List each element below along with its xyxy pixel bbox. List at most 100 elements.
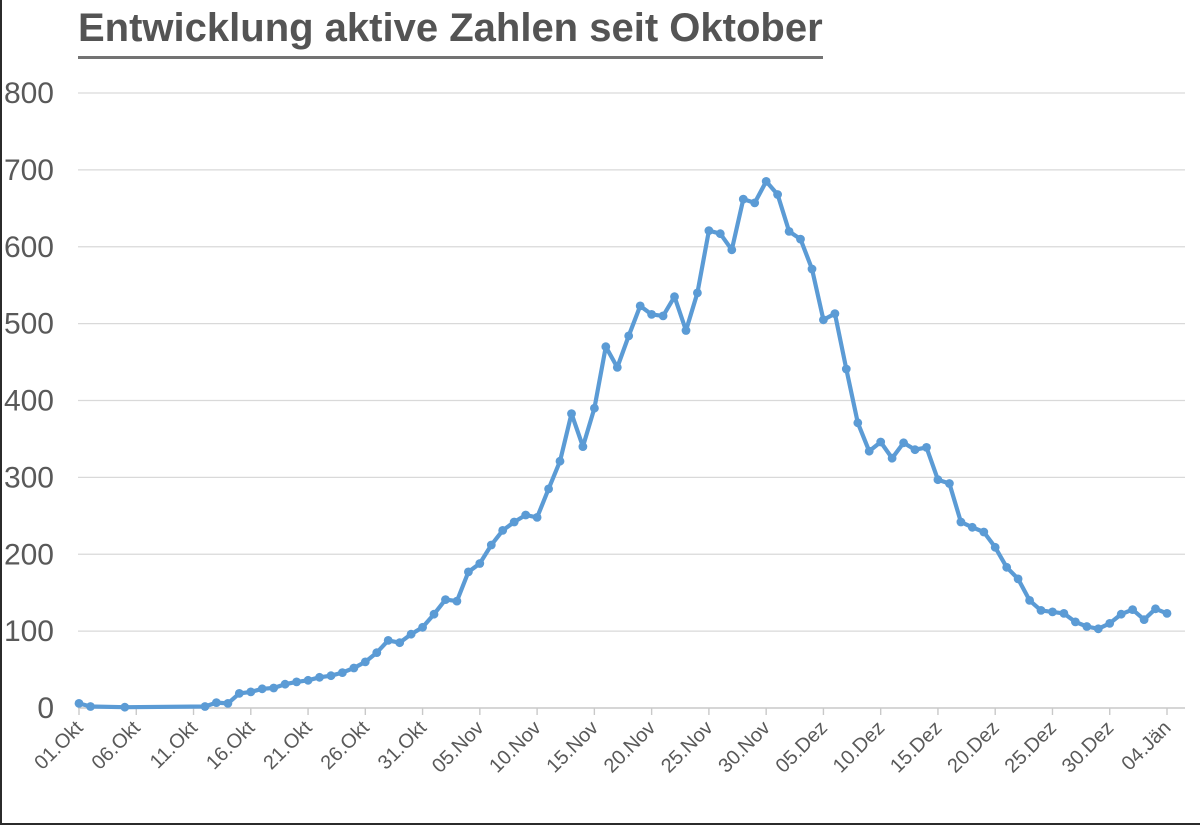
data-point-marker: [418, 622, 427, 632]
data-point-marker: [1082, 622, 1092, 631]
data-point-marker: [1059, 609, 1069, 618]
x-axis-tick-label: 05.Dez: [772, 717, 832, 777]
data-point-marker: [383, 636, 393, 645]
data-point-marker: [257, 684, 267, 694]
data-point-marker: [887, 453, 897, 463]
x-axis-tick-label: 06.Okt: [88, 717, 146, 775]
data-point-marker: [1002, 562, 1012, 572]
data-point-marker: [464, 567, 473, 577]
data-point-marker: [590, 403, 599, 413]
data-point-marker: [624, 331, 634, 341]
data-point-marker: [212, 698, 221, 707]
data-point-marker: [784, 227, 794, 236]
data-point-marker: [292, 677, 301, 687]
data-point-marker: [750, 198, 760, 208]
data-point-marker: [200, 702, 210, 711]
x-axis-tick-label: 25.Dez: [1001, 717, 1061, 777]
y-axis-tick-label: 700: [4, 154, 54, 187]
data-point-marker: [727, 245, 737, 255]
y-axis-tick-label: 100: [4, 615, 54, 648]
data-point-marker: [429, 609, 439, 619]
window-left-border: [0, 0, 2, 825]
x-axis-tick-label: 20.Dez: [943, 717, 1003, 777]
data-point-marker: [486, 540, 496, 550]
x-axis-tick-label: 30.Dez: [1058, 717, 1118, 777]
x-axis-tick-label: 04.Jän: [1118, 717, 1176, 775]
x-axis-tick-label: 10.Dez: [829, 717, 889, 777]
data-point-marker: [910, 445, 920, 455]
data-point-marker: [475, 559, 485, 568]
x-axis-tick-label: 11.Okt: [146, 717, 202, 773]
data-point-marker: [360, 657, 370, 667]
data-point-marker: [1139, 615, 1149, 624]
data-point-marker: [315, 672, 324, 682]
data-point-marker: [555, 456, 565, 466]
data-point-marker: [635, 301, 645, 311]
data-point-marker: [223, 699, 233, 708]
data-point-marker: [326, 671, 336, 681]
data-point-marker: [979, 527, 989, 537]
data-point-marker: [647, 310, 656, 319]
data-point-marker: [1036, 606, 1046, 615]
chart-title-wrap: Entwicklung aktive Zahlen seit Oktober: [78, 6, 823, 59]
data-point-marker: [372, 648, 382, 657]
y-axis-tick-label: 400: [4, 385, 54, 418]
data-point-marker: [819, 315, 828, 325]
data-point-marker: [1048, 607, 1057, 617]
data-point-marker: [1093, 624, 1103, 634]
data-point-marker: [681, 326, 691, 335]
data-point-marker: [704, 226, 714, 236]
data-point-marker: [280, 679, 290, 689]
x-axis-tick-label: 20.Nov: [600, 717, 660, 777]
data-point-marker: [406, 629, 416, 639]
window-bottom-border: [0, 823, 1200, 825]
y-axis-tick-label: 800: [4, 77, 54, 110]
data-point-marker: [120, 702, 130, 712]
data-point-marker: [807, 264, 817, 274]
y-axis-tick-label: 0: [37, 692, 54, 725]
data-point-marker: [521, 510, 531, 520]
data-point-marker: [544, 484, 553, 494]
data-point-marker: [578, 442, 588, 451]
x-axis-tick-label: 31.Okt: [374, 717, 432, 775]
data-point-marker: [715, 229, 725, 239]
data-point-marker: [1105, 619, 1115, 628]
data-point-marker: [693, 288, 702, 298]
data-point-marker: [498, 526, 508, 535]
data-point-marker: [567, 409, 576, 418]
data-point-marker: [1013, 574, 1023, 584]
x-axis-tick-label: 15.Nov: [543, 717, 603, 777]
data-point-marker: [1162, 609, 1172, 618]
data-point-marker: [670, 292, 679, 302]
series-line: [76, 179, 1170, 710]
x-axis-tick-label: 25.Nov: [657, 717, 717, 777]
data-point-marker: [1116, 609, 1126, 619]
data-point-marker: [612, 363, 622, 372]
x-axis-tick-label: 15.Dez: [886, 717, 946, 777]
data-point-marker: [441, 595, 450, 604]
data-point-marker: [956, 517, 966, 527]
x-axis-tick-label: 30.Nov: [714, 717, 774, 777]
data-point-marker: [738, 194, 748, 204]
data-point-marker: [452, 596, 462, 606]
data-point-marker: [990, 542, 1000, 552]
data-point-marker: [773, 190, 782, 199]
data-point-marker: [1128, 605, 1137, 614]
data-point-marker: [841, 364, 851, 374]
data-point-marker: [532, 513, 542, 522]
data-point-marker: [658, 311, 668, 321]
data-point-marker: [864, 446, 874, 456]
data-point-marker: [830, 309, 840, 318]
y-axis-tick-label: 600: [4, 231, 54, 264]
x-axis-tick-label: 16.Okt: [202, 717, 260, 775]
data-point-marker: [74, 699, 84, 708]
data-point-marker: [761, 177, 771, 186]
data-point-marker: [876, 437, 886, 447]
data-point-marker: [234, 689, 244, 698]
x-axis-tick-label: 10.Nov: [485, 717, 545, 777]
x-axis-tick-label: 21.Okt: [259, 717, 317, 775]
chart-title: Entwicklung aktive Zahlen seit Oktober: [78, 6, 823, 59]
data-point-marker: [967, 522, 977, 532]
data-point-marker: [303, 675, 313, 685]
